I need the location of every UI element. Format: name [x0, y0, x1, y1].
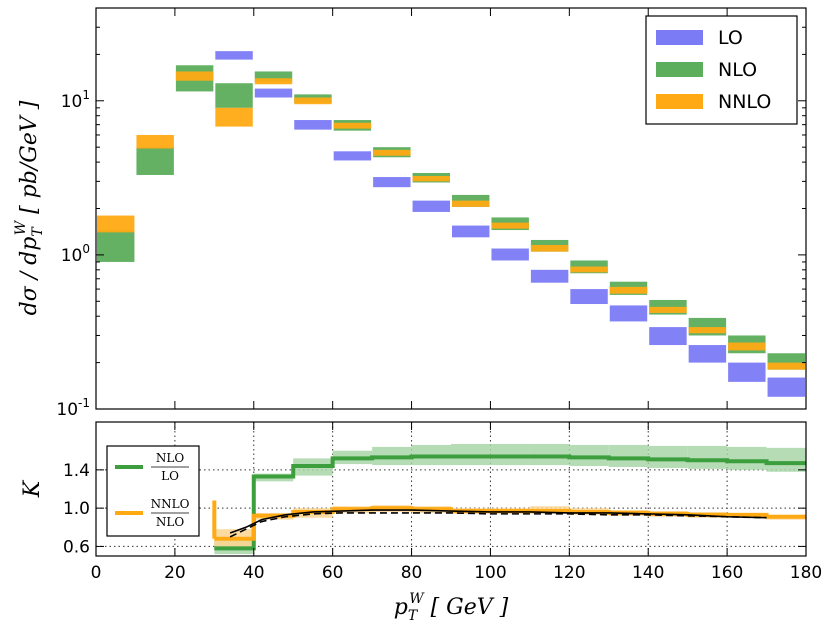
ratio-band-0-bin-12: [687, 445, 728, 469]
band-lo-bin-3: [215, 51, 253, 60]
top-panel-ticks: 10-1 100 101: [56, 7, 807, 420]
band-lo-bin-10: [491, 248, 529, 261]
reference-curve-solid: [229, 509, 767, 534]
bottom-y-axis-label: K: [20, 479, 45, 498]
x-tick-label: 140: [632, 563, 664, 583]
top-y-tick-label: 10-1: [56, 396, 90, 420]
svg-text:dσ / dpTW [ pb/GeV ]: dσ / dpTW [ pb/GeV ]: [13, 100, 46, 315]
band-lo-bin-4: [254, 88, 293, 98]
x-tick-label: 160: [711, 563, 743, 583]
ratio-band-0-bin-11: [648, 445, 688, 468]
bottom-y-tick-label: 1.4: [63, 461, 90, 481]
band-lo-bin-7: [373, 177, 411, 188]
band-nnlo-bin-15: [688, 327, 727, 334]
bottom-legend-numerator-1: NNLO: [151, 497, 190, 511]
legend-swatch-nlo: [656, 62, 703, 77]
band-nnlo-bin-2: [175, 71, 214, 81]
band-lo-bin-15: [688, 345, 727, 363]
band-nnlo-bin-16: [728, 342, 766, 351]
band-lo-bin-14: [649, 327, 687, 346]
band-nnlo-bin-6: [333, 122, 372, 129]
bottom-legend-denominator-1: NLO: [156, 515, 184, 529]
band-lo-bin-9: [452, 225, 490, 238]
bottom-y-tick-label: 0.6: [63, 537, 90, 557]
x-tick-label: 60: [322, 563, 344, 583]
band-nlo-bin-1: [136, 147, 174, 175]
band-lo-bin-5: [294, 120, 332, 130]
bottom-y-tick-label: 1.0: [63, 499, 90, 519]
band-nnlo-bin-4: [254, 78, 293, 85]
x-tick-label: 120: [553, 563, 585, 583]
band-nnlo-bin-13: [609, 286, 648, 294]
ratio-band-0-bin-14: [766, 447, 806, 472]
top-y-tick-label: 100: [61, 242, 90, 266]
bottom-panel-grid: [96, 422, 806, 556]
reference-curve-dashed: [229, 512, 767, 538]
bottom-legend-denominator-0: LO: [161, 469, 179, 483]
band-nnlo-bin-12: [570, 266, 608, 273]
band-nlo-bin-0: [97, 230, 135, 262]
ratio-step-line-0: [214, 454, 806, 551]
bottom-legend: NLO LO NNLO NLO: [106, 445, 200, 537]
legend-label-nnlo: NNLO: [718, 91, 771, 113]
x-tick-label: 20: [164, 563, 186, 583]
top-y-tick-label: 101: [61, 88, 90, 112]
band-nnlo-bin-3: [215, 107, 253, 127]
band-nnlo-bin-7: [373, 149, 411, 156]
band-nnlo-bin-8: [412, 176, 450, 182]
band-lo-bin-8: [412, 200, 450, 212]
band-nnlo-bin-0: [97, 215, 135, 233]
band-nlo-bin-3: [215, 83, 253, 108]
bottom-panel-series: [212, 444, 806, 555]
band-nlo-bin-4: [254, 71, 293, 82]
bottom-panel-frame: [95, 421, 807, 557]
ratio-band-0-bin-10: [608, 444, 649, 467]
x-tick-label: 40: [243, 563, 265, 583]
legend-label-nlo: NLO: [718, 59, 757, 81]
x-tick-label: 100: [474, 563, 506, 583]
band-nnlo-bin-5: [294, 97, 332, 105]
top-y-axis-label: dσ / dpTW [ pb/GeV ]: [13, 100, 46, 315]
band-lo-bin-6: [333, 151, 372, 161]
band-lo-bin-16: [728, 362, 766, 382]
x-tick-label: 80: [401, 563, 423, 583]
top-legend: LO NLO NNLO: [645, 15, 798, 125]
x-tick-label: 180: [790, 563, 822, 583]
x-tick-label: 0: [91, 563, 102, 583]
bottom-legend-numerator-0: NLO: [156, 451, 184, 465]
band-nnlo-bin-9: [452, 200, 490, 207]
legend-swatch-nnlo: [656, 94, 703, 109]
band-nnlo-bin-1: [136, 134, 174, 149]
ratio-band-0-bin-13: [727, 446, 767, 470]
band-lo-bin-17: [767, 377, 805, 397]
band-nnlo-bin-10: [491, 222, 529, 229]
band-lo-bin-11: [530, 269, 569, 283]
top-panel-bands: [97, 51, 805, 397]
bottom-panel-ticks: 0 20 40 60 80 100 120 140 160 180 0.6 1.0 1.4: [63, 422, 822, 583]
band-nnlo-bin-17: [767, 362, 805, 370]
legend-swatch-lo: [656, 30, 703, 45]
band-lo-bin-13: [609, 305, 648, 322]
band-nnlo-bin-14: [649, 306, 687, 313]
band-lo-bin-12: [570, 289, 608, 305]
band-nnlo-bin-11: [530, 244, 569, 252]
bottom-legend-box: [106, 445, 200, 537]
x-axis-label: pTW [ GeV ]: [394, 591, 509, 624]
legend-label-lo: LO: [718, 27, 743, 49]
